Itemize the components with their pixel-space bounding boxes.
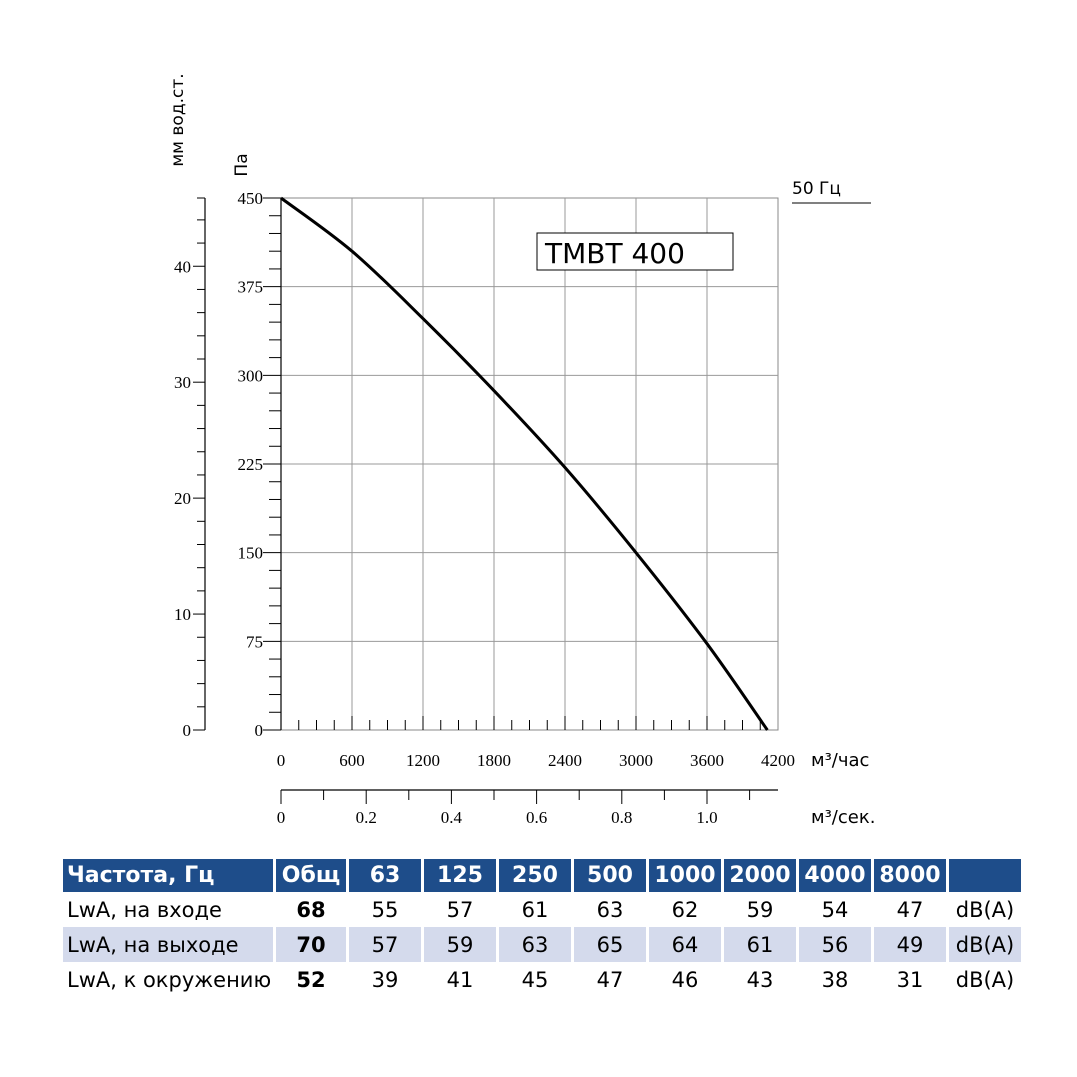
row-total: 68	[296, 897, 326, 922]
row-unit: dB(A)	[955, 967, 1015, 992]
table-row: LwA, к окружению 52 39 41 45 47 46 43 38…	[63, 962, 1021, 997]
header-1000: 1000	[649, 859, 721, 892]
header-63: 63	[349, 859, 421, 892]
y-tick-label: 75	[246, 632, 263, 651]
header-250: 250	[499, 859, 571, 892]
x-alt-tick-label: 0.4	[441, 808, 463, 827]
x-alt-tick-label: 0.2	[356, 808, 377, 827]
x-tick-label: 3000	[619, 751, 653, 770]
x-axis-label-alt: м³/сек.	[811, 807, 875, 828]
cell: 47	[896, 897, 924, 922]
x-alt-tick-label: 0	[277, 808, 286, 827]
y-tick-label: 450	[238, 189, 264, 208]
x-tick-label: 4200	[761, 751, 795, 770]
cell: 59	[746, 897, 774, 922]
cell: 61	[724, 927, 796, 962]
header-2000: 2000	[724, 859, 796, 892]
x-tick-label: 600	[339, 751, 365, 770]
cell: 65	[574, 927, 646, 962]
x-axis-label: м³/час	[811, 750, 869, 771]
x-tick-label: 1200	[406, 751, 440, 770]
row-label: LwA, к окружению	[67, 967, 272, 992]
axes	[193, 197, 778, 804]
row-label: LwA, на выходе	[63, 927, 273, 962]
title-box	[536, 232, 734, 271]
table-row: LwA, на выходе 70 57 59 63 65 64 61 56 4…	[63, 927, 1021, 962]
y-tick-label: 150	[238, 544, 264, 563]
x-alt-tick-label: 0.6	[526, 808, 547, 827]
x-tick-label: 2400	[548, 751, 582, 770]
y-tick-label: 300	[238, 366, 264, 385]
cell: 56	[799, 927, 871, 962]
table-header-row: Частота, Гц Общ 63 125 250 500 1000 2000…	[63, 859, 1021, 892]
cell: 62	[671, 897, 699, 922]
header-frequency: Частота, Гц	[63, 859, 273, 892]
y-tick-label: 375	[238, 278, 264, 297]
cell: 59	[424, 927, 496, 962]
x-tick-label: 3600	[690, 751, 724, 770]
header-4000: 4000	[799, 859, 871, 892]
tick-labels: 0 600 1200 1800 2400 3000 3600 4200075150225300…	[174, 189, 795, 827]
cell: 54	[821, 897, 849, 922]
y-alt-tick-label: 30	[174, 373, 191, 392]
cell: 41	[446, 967, 474, 992]
y-tick-label: 225	[238, 455, 264, 474]
noise-table: Частота, Гц Общ 63 125 250 500 1000 2000…	[60, 859, 1024, 997]
cell: 47	[596, 967, 624, 992]
x-alt-tick-label: 0.8	[611, 808, 632, 827]
row-total: 70	[276, 927, 346, 962]
cell: 63	[596, 897, 624, 922]
cell: 38	[821, 967, 849, 992]
cell: 39	[371, 967, 399, 992]
header-500: 500	[574, 859, 646, 892]
x-tick-label: 1800	[477, 751, 511, 770]
cell: 45	[521, 967, 549, 992]
y-tick-label: 0	[255, 721, 264, 740]
chart-title: ТМВТ 400	[544, 237, 685, 270]
grid	[281, 198, 778, 730]
header-total: Общ	[276, 859, 346, 892]
y-alt-tick-label: 10	[174, 605, 191, 624]
x-tick-label: 0	[277, 751, 286, 770]
cell: 46	[671, 967, 699, 992]
y-axis-label-pa: Па	[232, 153, 252, 176]
cell: 61	[521, 897, 549, 922]
y-alt-tick-label: 0	[183, 721, 192, 740]
x-alt-tick-label: 1.0	[696, 808, 717, 827]
y-axis-label-mm: мм вод.ст.	[168, 73, 188, 166]
header-8000: 8000	[874, 859, 946, 892]
cell: 63	[499, 927, 571, 962]
y-alt-tick-label: 40	[174, 257, 191, 276]
y-alt-tick-label: 20	[174, 489, 191, 508]
header-unit	[949, 859, 1021, 892]
header-125: 125	[424, 859, 496, 892]
row-label: LwA, на входе	[67, 897, 222, 922]
cell: 43	[746, 967, 774, 992]
cell: 57	[446, 897, 474, 922]
row-unit: dB(A)	[955, 897, 1015, 922]
cell: 64	[649, 927, 721, 962]
series-line	[280, 196, 769, 731]
frequency-label: 50 Гц	[792, 179, 841, 199]
row-unit: dB(A)	[949, 927, 1021, 962]
row-total: 52	[296, 967, 326, 992]
cell: 55	[371, 897, 399, 922]
cell: 57	[349, 927, 421, 962]
table-row: LwA, на входе 68 55 57 61 63 62 59 54 47…	[63, 892, 1021, 927]
fan-curve-chart: 0 600 1200 1800 2400 3000 3600 4200075150225300…	[168, 73, 875, 828]
cell: 49	[874, 927, 946, 962]
cell: 31	[896, 967, 924, 992]
